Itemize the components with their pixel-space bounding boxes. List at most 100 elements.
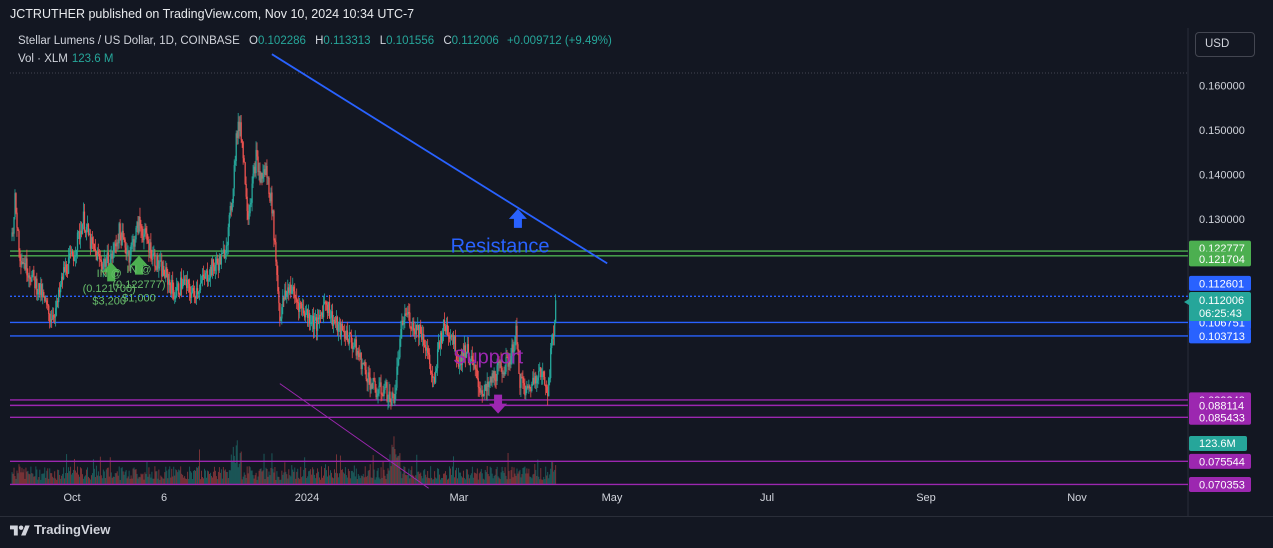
- volume-bar: [100, 475, 102, 484]
- candle: [114, 243, 116, 245]
- resistance-label[interactable]: Resistance: [451, 235, 550, 257]
- current-price-pointer-icon: [1184, 299, 1189, 306]
- buy-arrow-1-icon[interactable]: [102, 262, 121, 282]
- candle: [524, 385, 526, 396]
- candle: [195, 288, 198, 299]
- volume-bar: [482, 478, 484, 484]
- candle: [499, 361, 501, 363]
- candle: [219, 255, 222, 265]
- buy-note-1[interactable]: IN @: [97, 268, 122, 280]
- candle: [27, 275, 29, 278]
- volume-bar: [478, 473, 480, 484]
- symbol-legend: Stellar Lumens / US Dollar, 1D, COINBASE…: [18, 35, 612, 47]
- volume-bar: [187, 471, 189, 484]
- volume-bar: [469, 475, 471, 484]
- candle: [403, 320, 405, 325]
- resistance-arrow-icon[interactable]: [508, 208, 527, 228]
- candle: [412, 321, 414, 330]
- tradingview-brand[interactable]: TradingView: [34, 522, 111, 537]
- candle: [517, 344, 519, 351]
- volume-bar: [262, 470, 264, 484]
- volume-bar: [25, 467, 27, 484]
- volume-bar: [70, 466, 72, 484]
- volume-bar: [517, 473, 519, 484]
- candle: [529, 385, 531, 389]
- tradingview-logo-icon[interactable]: [10, 523, 30, 539]
- support-arrow-icon[interactable]: [489, 394, 508, 414]
- candle: [263, 169, 265, 174]
- candle: [376, 395, 378, 398]
- candle: [307, 309, 309, 318]
- volume-bar: [139, 477, 141, 484]
- candle: [161, 260, 163, 277]
- candle: [503, 372, 505, 375]
- volume-bar: [471, 466, 473, 484]
- volume-bar: [412, 474, 414, 484]
- volume-bar: [485, 472, 487, 484]
- volume-bar: [372, 455, 374, 484]
- support-label[interactable]: Support: [453, 347, 523, 369]
- volume-bar: [197, 467, 199, 484]
- candle: [369, 377, 371, 390]
- volume-bar: [46, 470, 48, 484]
- volume-bar: [446, 475, 447, 484]
- resistance-trendline[interactable]: [271, 53, 608, 265]
- candle: [209, 266, 212, 279]
- current-price-label-bg: [1189, 292, 1251, 322]
- volume-bar: [105, 469, 107, 484]
- volume-bar: [133, 467, 135, 484]
- buy-note-1-amount[interactable]: $3,200: [92, 295, 126, 307]
- candle: [154, 252, 156, 267]
- candle: [459, 355, 462, 366]
- currency-button[interactable]: USD: [1195, 32, 1255, 57]
- candle: [223, 249, 225, 258]
- candle: [490, 377, 492, 383]
- candle: [120, 234, 122, 246]
- volume-bar: [481, 473, 483, 484]
- price-chart[interactable]: Resistance Support IN @ (0.121700)$3,200 IN …: [0, 0, 1273, 516]
- volume-bar: [56, 479, 58, 484]
- candle: [478, 386, 480, 389]
- candle: [45, 300, 47, 302]
- buy-note-2-amount[interactable]: $1,000: [122, 292, 156, 304]
- candle: [553, 334, 555, 336]
- candle: [498, 361, 500, 363]
- candle: [384, 386, 386, 390]
- volume-bar: [334, 472, 336, 484]
- candle: [326, 304, 329, 314]
- buy-arrow-2-icon[interactable]: [129, 255, 148, 275]
- buy-note-1-price[interactable]: (0.121700): [83, 283, 136, 295]
- y-axis-tick-label: 0.130000: [1199, 214, 1245, 226]
- candle: [28, 275, 30, 278]
- candle: [173, 290, 175, 299]
- volume-bar: [322, 477, 323, 484]
- buy-note-2-price[interactable]: (0.122777): [112, 279, 165, 291]
- price-label-bg-blue-3: [1189, 328, 1251, 344]
- candle: [216, 258, 219, 264]
- volume-bar: [67, 473, 69, 484]
- support-trendline[interactable]: [279, 383, 429, 489]
- candle: [50, 319, 52, 323]
- candle: [127, 251, 129, 253]
- candle: [222, 249, 224, 253]
- buy-note-2[interactable]: IN @: [126, 264, 151, 276]
- candle: [462, 350, 465, 359]
- volume-bar: [78, 474, 79, 484]
- change-value: +0.009712 (+9.49%): [506, 35, 612, 47]
- candle: [431, 373, 433, 375]
- volume-bar: [178, 469, 180, 484]
- candle: [100, 259, 102, 267]
- candle: [385, 382, 387, 387]
- volume-bar: [535, 469, 537, 484]
- candle: [273, 210, 275, 241]
- x-axis-tick-label: May: [602, 492, 623, 504]
- candle: [389, 391, 391, 402]
- volume-bar: [451, 474, 452, 484]
- volume-bar: [146, 461, 148, 484]
- candle: [33, 269, 35, 277]
- candle: [311, 315, 314, 324]
- volume-bar: [173, 466, 175, 484]
- candle: [237, 121, 239, 138]
- volume-bar: [547, 472, 549, 484]
- x-axis-tick-label: 2024: [295, 492, 319, 504]
